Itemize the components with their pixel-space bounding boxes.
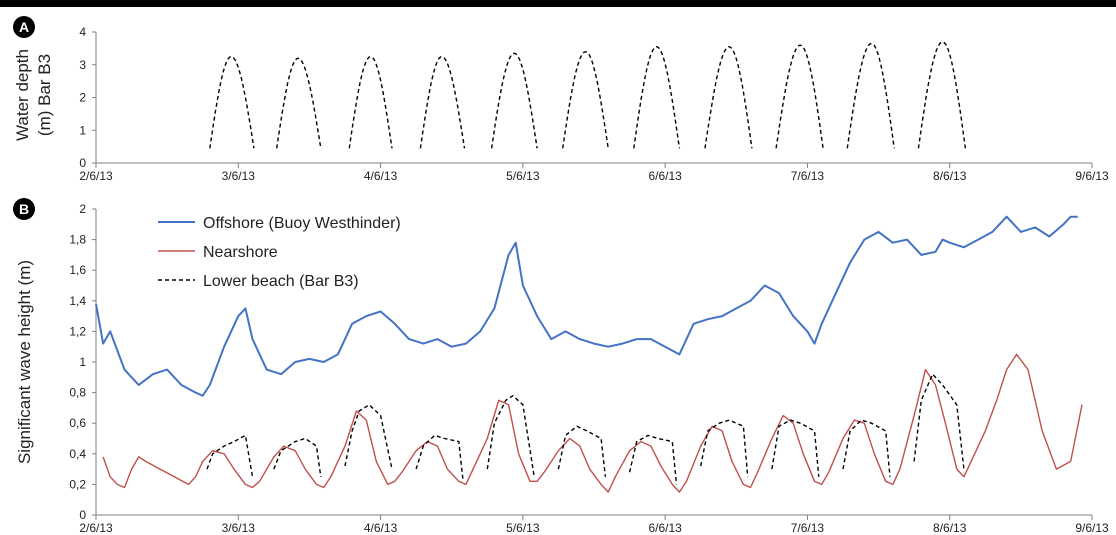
panel-a-y-tick-label: 3 bbox=[79, 58, 86, 72]
panel-b-x-tick-label: 2/6/13 bbox=[79, 521, 113, 535]
panel-b-y-tick-label: 2 bbox=[79, 202, 86, 216]
panel-a-x-tick-label: 4/6/13 bbox=[364, 169, 398, 183]
panel-b-y-tick-label: 0,2 bbox=[69, 477, 86, 491]
panel-a: A Water depth (m) Bar B3 0 1 2 3 4 2/6/13 3/6/… bbox=[13, 16, 1109, 183]
water-depth-tide-7 bbox=[633, 45, 681, 149]
series-lower-beach-segment-3 bbox=[344, 404, 393, 470]
panel-a-x-tick-label: 8/6/13 bbox=[933, 169, 967, 183]
panel-a-x-tick-label: 9/6/13 bbox=[1075, 169, 1109, 183]
series-lower-beach-segment-7 bbox=[628, 434, 678, 485]
panel-b-y-tick-label: 0,6 bbox=[69, 416, 86, 430]
panel-a-x-tick-label: 5/6/13 bbox=[506, 169, 540, 183]
series-lower-beach-segment-6 bbox=[557, 425, 607, 477]
water-depth-tide-11 bbox=[917, 41, 967, 149]
panel-a-label: A bbox=[19, 19, 29, 35]
panel-b-x-tick-label: 7/6/13 bbox=[791, 521, 825, 535]
panel-b-x-tick-label: 3/6/13 bbox=[222, 521, 256, 535]
panel-a-ylabel-line2: (m) Bar B3 bbox=[35, 54, 54, 136]
panel-b-badge bbox=[13, 198, 35, 220]
series-offshore-line bbox=[95, 215, 1078, 397]
water-depth-tide-9 bbox=[775, 44, 824, 149]
panel-b-x-tick-label: 4/6/13 bbox=[364, 521, 398, 535]
series-nearshore-line bbox=[102, 353, 1083, 493]
panel-a-y-tick-label: 1 bbox=[79, 123, 86, 137]
water-depth-tide-6 bbox=[562, 50, 609, 149]
series-lower-beach-segment-9 bbox=[771, 419, 820, 477]
series-lower-beach-segment-8 bbox=[700, 419, 749, 477]
panel-a-x-tick-label: 7/6/13 bbox=[791, 169, 825, 183]
series-lower-beach-segment-10 bbox=[842, 419, 891, 477]
panel-a-x-tick-label: 3/6/13 bbox=[222, 169, 256, 183]
legend-label-lower-beach: Lower beach (Bar B3) bbox=[203, 273, 359, 290]
series-lower-beach-segment-5 bbox=[486, 395, 535, 477]
panel-b-x-tick-label: 8/6/13 bbox=[933, 521, 967, 535]
panel-a-y-tick-label: 4 bbox=[79, 25, 86, 39]
panel-b-x-tick-label: 5/6/13 bbox=[506, 521, 540, 535]
water-depth-tide-10 bbox=[846, 42, 895, 149]
panel-b-y-tick-label: 1,8 bbox=[69, 233, 86, 247]
series-lower-beach-segment-1 bbox=[206, 434, 254, 477]
panel-b-y-tick-label: 1,4 bbox=[69, 294, 86, 308]
legend-label-offshore: Offshore (Buoy Westhinder) bbox=[203, 215, 401, 232]
panel-b-y-tick-label: 0,8 bbox=[69, 386, 86, 400]
panel-a-badge bbox=[13, 16, 35, 38]
panel-a-ylabel-line1: Water depth bbox=[13, 49, 32, 141]
legend: Offshore (Buoy Westhinder) Nearshore Low… bbox=[158, 215, 401, 290]
panel-b-y-tick-label: 1,6 bbox=[69, 263, 86, 277]
panel-b-y-tick-label: 1,2 bbox=[69, 324, 86, 338]
water-depth-tide-4 bbox=[419, 55, 466, 149]
panel-b-ylabel: Significant wave height (m) bbox=[15, 260, 34, 464]
water-depth-tide-3 bbox=[348, 55, 393, 149]
panel-b-y-tick-label: 1 bbox=[79, 355, 86, 369]
top-border bbox=[0, 0, 1116, 7]
panel-a-x-tick-label: 6/6/13 bbox=[648, 169, 682, 183]
legend-label-nearshore: Nearshore bbox=[203, 244, 278, 261]
panel-b-y-tick-label: 0 bbox=[79, 508, 86, 522]
panel-b-x-tick-label: 9/6/13 bbox=[1075, 521, 1109, 535]
water-depth-tide-1 bbox=[209, 55, 255, 149]
series-lower-beach-segment-2 bbox=[273, 437, 322, 477]
panel-b-y-tick-label: 0,4 bbox=[69, 447, 86, 461]
panel-b: B Significant wave height (m) 0 0,2 0,4 0,6… bbox=[13, 198, 1109, 535]
water-depth-tide-8 bbox=[704, 46, 753, 149]
panel-b-label: B bbox=[19, 201, 29, 217]
series-lower-beach-segment-11 bbox=[913, 373, 965, 470]
panel-a-y-tick-label: 2 bbox=[79, 91, 86, 105]
panel-a-y-tick-label: 0 bbox=[79, 156, 86, 170]
water-depth-tide-2 bbox=[276, 57, 322, 149]
series-lower-beach-segment-4 bbox=[415, 434, 464, 482]
panel-a-x-tick-label: 2/6/13 bbox=[79, 169, 113, 183]
water-depth-tide-5 bbox=[490, 52, 538, 149]
panel-b-x-tick-label: 6/6/13 bbox=[648, 521, 682, 535]
